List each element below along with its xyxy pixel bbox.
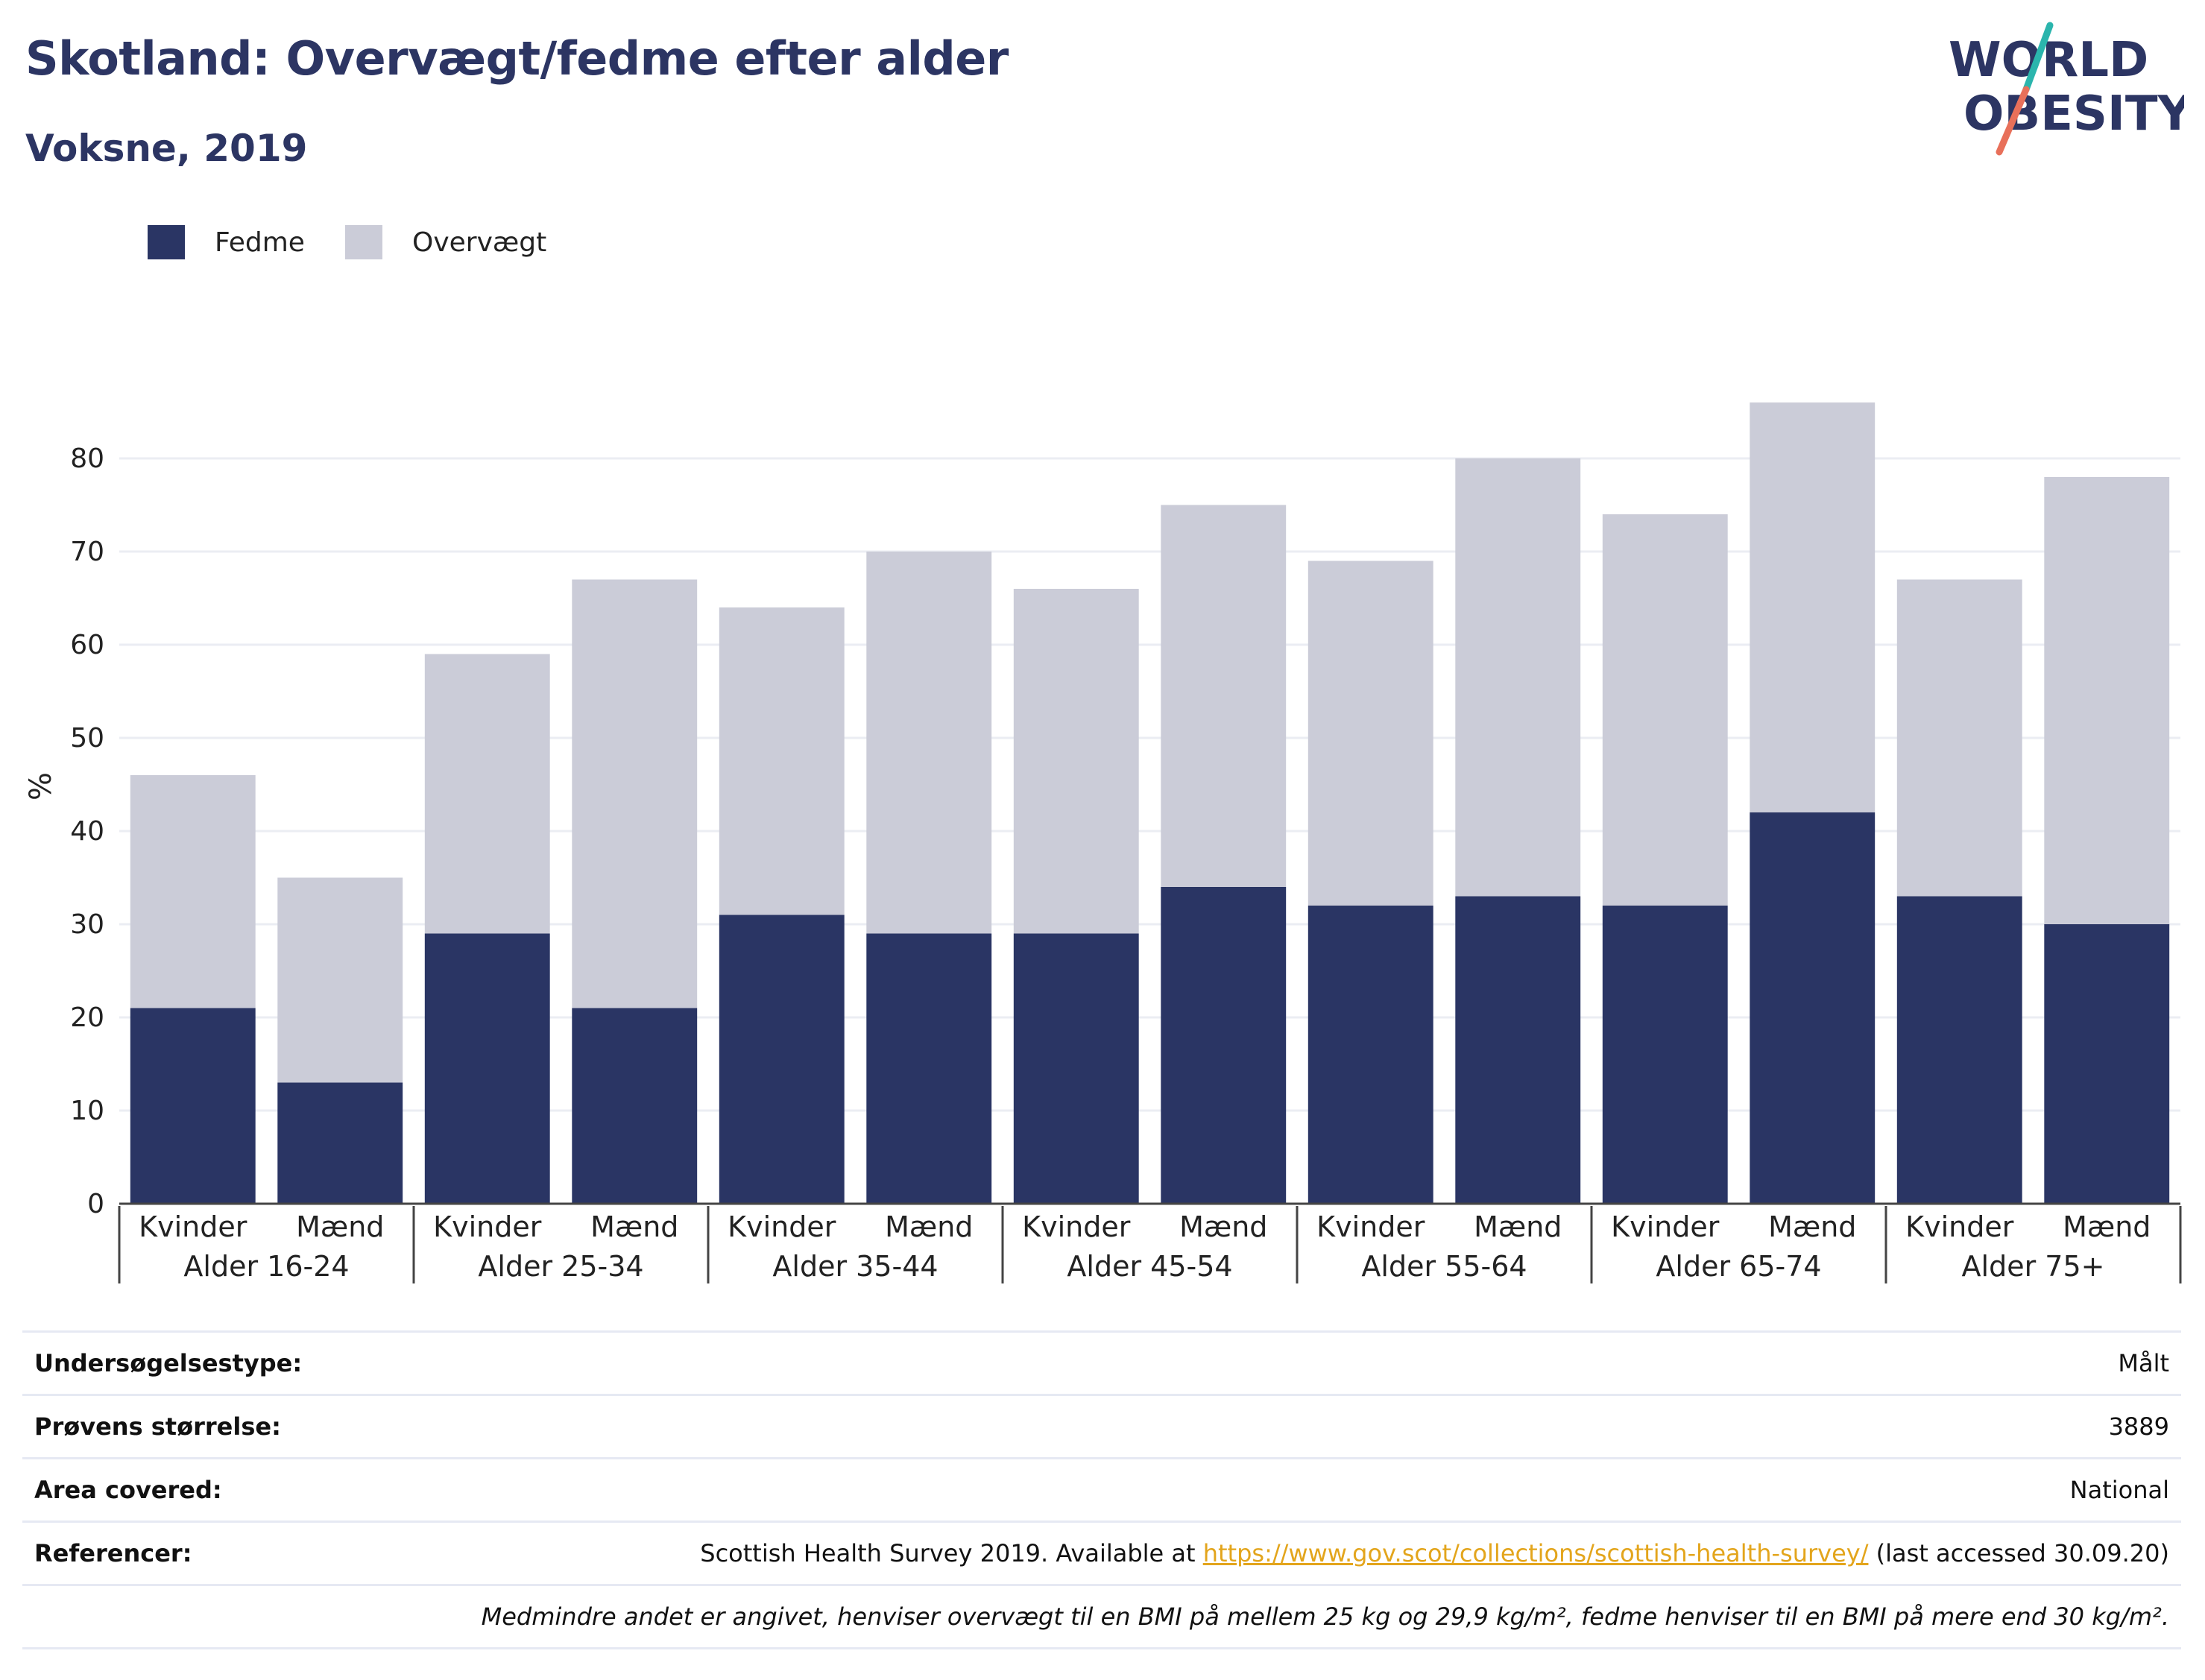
info-row-sample-size: Prøvens størrelse: 3889: [22, 1394, 2181, 1457]
logo-slash-bottom: [1996, 86, 2030, 156]
x-group-label-0: Alder 16-24: [183, 1250, 349, 1283]
bars: [130, 402, 2170, 1204]
bmi-note: Medmindre andet er angivet, henviser ove…: [481, 1602, 2169, 1631]
x-group-label-1: Alder 25-34: [478, 1250, 643, 1283]
info-row-area: Area covered: National: [22, 1457, 2181, 1520]
x-category-label-10: Kvinder: [1611, 1210, 1720, 1243]
y-tick-label-60: 60: [70, 630, 104, 660]
x-category-label-1: Mænd: [296, 1210, 384, 1243]
bar-overvaegt-9: [1455, 458, 1581, 897]
references-value: Scottish Health Survey 2019. Available a…: [700, 1539, 2181, 1567]
legend-label-overvaegt: Overvægt: [412, 227, 547, 258]
y-axis-title: %: [24, 772, 58, 800]
bar-fedme-2: [424, 933, 550, 1204]
logo-slash-top: [2022, 22, 2054, 93]
bar-overvaegt-13: [2044, 477, 2170, 924]
y-tick-label-30: 30: [70, 909, 104, 940]
info-table: Undersøgelsestype: Målt Prøvens størrels…: [22, 1330, 2181, 1649]
bar-fedme-0: [130, 1008, 256, 1204]
x-category-label-4: Kvinder: [728, 1210, 836, 1243]
logo-text-world: WORLD: [1949, 33, 2148, 88]
bar-overvaegt-5: [866, 552, 992, 934]
sample-size-label: Prøvens størrelse:: [34, 1412, 281, 1441]
y-tick-label-50: 50: [70, 723, 104, 754]
y-tick-label-40: 40: [70, 816, 104, 847]
axes: [118, 1202, 2182, 1283]
area-value: National: [2069, 1476, 2169, 1504]
legend-item-fedme[interactable]: Fedme: [148, 220, 305, 265]
survey-type-value: Målt: [2118, 1349, 2169, 1377]
x-category-label-11: Mænd: [1768, 1210, 1856, 1243]
y-tick-label-80: 80: [70, 443, 104, 474]
sample-size-value: 3889: [2108, 1412, 2169, 1441]
references-suffix: (last accessed 30.09.20): [1868, 1539, 2169, 1567]
legend-item-overvaegt[interactable]: Overvægt: [345, 220, 546, 265]
bar-overvaegt-1: [277, 877, 403, 1083]
bar-overvaegt-11: [1750, 402, 1876, 812]
bar-overvaegt-7: [1161, 505, 1287, 887]
x-category-label-13: Mænd: [2063, 1210, 2151, 1243]
x-category-label-3: Mænd: [590, 1210, 678, 1243]
stacked-bar-chart: 0 10 20 30 40 50 60 70 80% Kvinder Mænd Kvinder Mænd…: [24, 402, 2182, 1283]
y-tick-label-0: 0: [87, 1189, 104, 1219]
legend-swatch-overvaegt: [345, 225, 382, 259]
x-group-label-6: Alder 75+: [1962, 1250, 2105, 1283]
logo-text-obesity: OBESITY: [1963, 86, 2184, 142]
x-group-label-3: Alder 45-54: [1067, 1250, 1232, 1283]
x-group-label-4: Alder 55-64: [1361, 1250, 1527, 1283]
axis-labels: 0 10 20 30 40 50 60 70 80% Kvinder Mænd Kvinder Mænd…: [24, 443, 2151, 1283]
bar-fedme-7: [1161, 887, 1287, 1204]
bar-overvaegt-3: [572, 579, 698, 1008]
bar-overvaegt-4: [719, 607, 845, 915]
bar-overvaegt-2: [424, 654, 550, 934]
info-row-note: Medmindre andet er angivet, henviser ove…: [22, 1584, 2181, 1649]
x-category-label-12: Kvinder: [1905, 1210, 2014, 1243]
bar-fedme-12: [1896, 896, 2022, 1204]
bar-fedme-11: [1750, 812, 1876, 1204]
x-category-label-8: Kvinder: [1316, 1210, 1425, 1243]
x-category-label-2: Kvinder: [433, 1210, 542, 1243]
bar-overvaegt-10: [1602, 514, 1728, 906]
world-obesity-logo: WORLD OBESITY: [1949, 22, 2184, 156]
bar-fedme-4: [719, 915, 845, 1204]
survey-type-label: Undersøgelsestype:: [34, 1349, 303, 1377]
x-category-label-6: Kvinder: [1022, 1210, 1131, 1243]
bar-fedme-6: [1013, 933, 1139, 1204]
bar-overvaegt-6: [1013, 589, 1139, 934]
references-link[interactable]: https://www.gov.scot/collections/scottis…: [1202, 1539, 1869, 1567]
x-category-label-5: Mænd: [885, 1210, 973, 1243]
bar-fedme-1: [277, 1082, 403, 1204]
references-label: Referencer:: [34, 1539, 192, 1567]
bar-fedme-5: [866, 933, 992, 1204]
bar-fedme-9: [1455, 896, 1581, 1204]
y-tick-label-70: 70: [70, 537, 104, 567]
area-label: Area covered:: [34, 1476, 222, 1504]
bar-fedme-3: [572, 1008, 698, 1204]
x-group-label-5: Alder 65-74: [1656, 1250, 1821, 1283]
legend-label-fedme: Fedme: [215, 227, 305, 258]
x-category-label-9: Mænd: [1474, 1210, 1562, 1243]
chart-subtitle: Voksne, 2019: [25, 127, 308, 170]
legend-swatch-fedme: [148, 225, 185, 259]
y-tick-label-20: 20: [70, 1002, 104, 1033]
y-tick-label-10: 10: [70, 1096, 104, 1126]
x-group-label-2: Alder 35-44: [772, 1250, 938, 1283]
bar-overvaegt-8: [1307, 560, 1433, 906]
bar-fedme-13: [2044, 924, 2170, 1204]
bar-overvaegt-0: [130, 775, 256, 1008]
references-prefix: Scottish Health Survey 2019. Available a…: [700, 1539, 1203, 1567]
bar-fedme-8: [1307, 906, 1433, 1204]
chart-title: Skotland: Overvægt/fedme efter alder: [25, 31, 1009, 86]
info-row-survey-type: Undersøgelsestype: Målt: [22, 1330, 2181, 1394]
bar-fedme-10: [1602, 906, 1728, 1204]
x-category-label-0: Kvinder: [139, 1210, 247, 1243]
bar-overvaegt-12: [1896, 579, 2022, 897]
x-category-label-7: Mænd: [1179, 1210, 1267, 1243]
info-row-references: Referencer: Scottish Health Survey 2019.…: [22, 1520, 2181, 1584]
